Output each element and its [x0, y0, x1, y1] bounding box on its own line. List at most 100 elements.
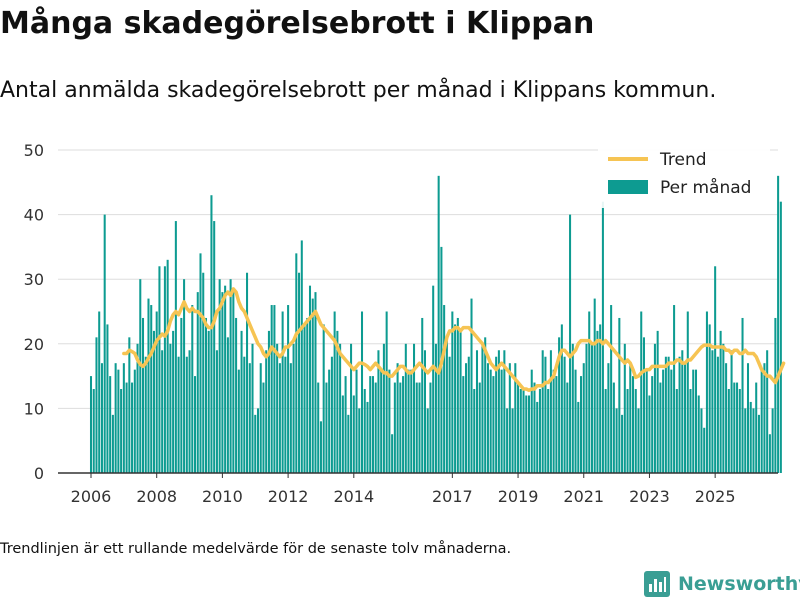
- bar: [593, 298, 596, 473]
- bar: [547, 389, 550, 473]
- bar: [465, 363, 468, 473]
- bar: [716, 356, 719, 473]
- bar: [229, 279, 232, 473]
- bar: [656, 330, 659, 473]
- bar: [360, 311, 364, 473]
- bar: [533, 382, 536, 473]
- bar: [344, 376, 347, 473]
- bar: [177, 356, 180, 473]
- bar: [727, 389, 730, 473]
- bar: [481, 343, 484, 473]
- bar: [248, 363, 251, 473]
- x-axis-labels: 2006 2008 2010 2012 2014 2017 2019 2021 2023 2025: [71, 473, 736, 506]
- y-tick-label: 10: [24, 399, 44, 418]
- bar: [755, 382, 758, 473]
- bar: [240, 330, 243, 473]
- bar: [681, 350, 684, 473]
- bar: [421, 317, 424, 473]
- bar: [437, 175, 440, 473]
- bar: [306, 317, 309, 473]
- bar: [122, 363, 125, 473]
- bar: [566, 382, 569, 473]
- x-tick-label: 2017: [432, 487, 473, 506]
- bar: [495, 356, 498, 473]
- bar: [169, 343, 172, 473]
- bar: [711, 350, 714, 473]
- bar: [350, 343, 353, 473]
- bar: [667, 356, 670, 473]
- bar: [150, 305, 153, 473]
- bar: [278, 363, 281, 473]
- footnote: Trendlinjen är ett rullande medelvärde f…: [0, 541, 512, 557]
- bar: [741, 317, 744, 473]
- bar: [686, 311, 689, 473]
- bar: [692, 369, 695, 473]
- bar: [659, 382, 662, 473]
- bar: [347, 414, 350, 473]
- bar: [563, 356, 566, 473]
- bar: [503, 350, 506, 473]
- bar: [733, 382, 736, 473]
- bar: [413, 343, 416, 473]
- bar: [98, 311, 101, 473]
- bar: [684, 363, 687, 473]
- bar: [432, 285, 435, 473]
- bar: [426, 408, 429, 473]
- bar: [267, 330, 270, 473]
- bar: [604, 389, 607, 473]
- bar: [760, 369, 763, 473]
- bar: [766, 350, 769, 473]
- bar: [651, 376, 654, 473]
- bar: [744, 408, 747, 473]
- bar: [191, 305, 194, 473]
- bar: [158, 266, 161, 473]
- bar: [623, 343, 626, 473]
- bar: [730, 350, 733, 473]
- bar: [399, 382, 402, 473]
- bar: [525, 395, 528, 473]
- bar: [470, 298, 473, 473]
- bar: [434, 343, 437, 473]
- bar: [492, 376, 495, 473]
- bar: [380, 369, 383, 473]
- x-tick-label: 2010: [202, 487, 243, 506]
- bar: [131, 382, 134, 473]
- bar: [341, 395, 344, 473]
- bar: [232, 292, 235, 473]
- bar: [183, 279, 186, 473]
- bar: [596, 330, 599, 473]
- bar: [475, 350, 479, 473]
- bar: [448, 356, 451, 473]
- bar: [402, 376, 405, 473]
- bar: [618, 317, 621, 473]
- bar: [374, 382, 377, 473]
- bar: [109, 376, 112, 473]
- x-tick-label: 2025: [695, 487, 736, 506]
- bar: [366, 401, 369, 473]
- bar: [722, 343, 725, 473]
- legend-background: [598, 146, 770, 208]
- bar: [114, 363, 117, 473]
- bar: [254, 414, 257, 473]
- bar: [634, 389, 637, 473]
- bar: [558, 337, 561, 473]
- bar: [467, 356, 470, 473]
- bar: [697, 395, 700, 473]
- y-tick-label: 40: [24, 206, 44, 225]
- bar: [215, 350, 218, 473]
- bar: [429, 382, 432, 473]
- bar: [308, 285, 312, 473]
- bar: [243, 356, 246, 473]
- x-tick-label: 2008: [136, 487, 177, 506]
- bar: [500, 369, 503, 473]
- bar: [569, 214, 572, 473]
- bar: [352, 395, 355, 473]
- bar: [714, 266, 717, 473]
- bar: [632, 376, 635, 473]
- bar: [111, 414, 114, 473]
- bar: [541, 350, 544, 473]
- bar: [251, 343, 254, 473]
- bar: [719, 330, 722, 473]
- bar: [317, 382, 320, 473]
- bar: [560, 324, 563, 473]
